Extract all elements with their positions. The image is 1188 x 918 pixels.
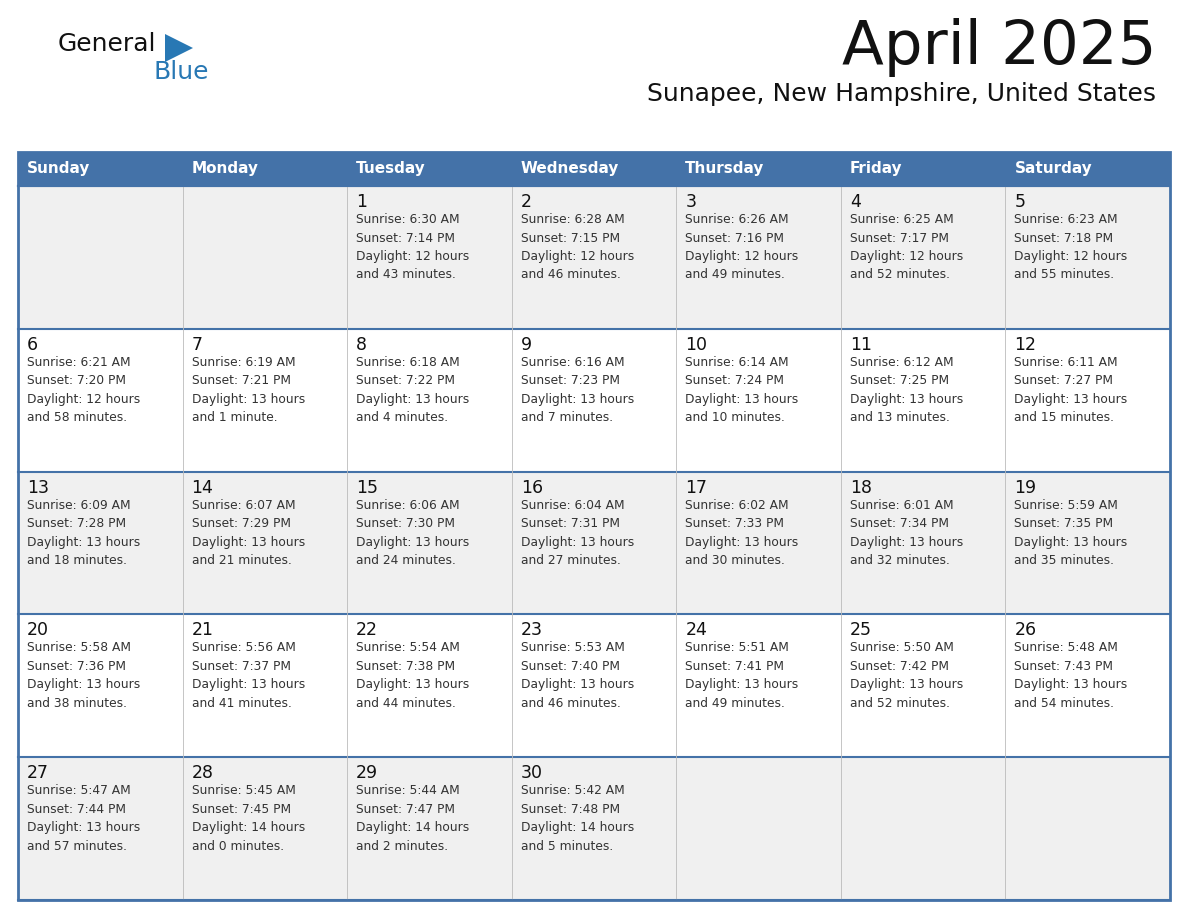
Bar	[18, 614, 1170, 757]
Bar	[18, 152, 183, 186]
Bar	[18, 186, 1170, 329]
Text: Sunrise: 5:54 AM
Sunset: 7:38 PM
Daylight: 13 hours
and 44 minutes.: Sunrise: 5:54 AM Sunset: 7:38 PM Dayligh…	[356, 642, 469, 710]
Text: 7: 7	[191, 336, 203, 353]
Text: Sunrise: 6:16 AM
Sunset: 7:23 PM
Daylight: 13 hours
and 7 minutes.: Sunrise: 6:16 AM Sunset: 7:23 PM Dayligh…	[520, 356, 634, 424]
Text: Sunapee, New Hampshire, United States: Sunapee, New Hampshire, United States	[647, 82, 1156, 106]
Text: Sunrise: 6:23 AM
Sunset: 7:18 PM
Daylight: 12 hours
and 55 minutes.: Sunrise: 6:23 AM Sunset: 7:18 PM Dayligh…	[1015, 213, 1127, 282]
Text: Sunrise: 6:26 AM
Sunset: 7:16 PM
Daylight: 12 hours
and 49 minutes.: Sunrise: 6:26 AM Sunset: 7:16 PM Dayligh…	[685, 213, 798, 282]
Text: Tuesday: Tuesday	[356, 162, 425, 176]
Text: 1: 1	[356, 193, 367, 211]
Text: 5: 5	[1015, 193, 1025, 211]
Text: 11: 11	[849, 336, 872, 353]
Bar	[18, 757, 1170, 900]
Text: Sunrise: 6:14 AM
Sunset: 7:24 PM
Daylight: 13 hours
and 10 minutes.: Sunrise: 6:14 AM Sunset: 7:24 PM Dayligh…	[685, 356, 798, 424]
Text: Saturday: Saturday	[1015, 162, 1092, 176]
Text: 22: 22	[356, 621, 378, 640]
Text: 28: 28	[191, 764, 214, 782]
Text: Sunrise: 6:01 AM
Sunset: 7:34 PM
Daylight: 13 hours
and 32 minutes.: Sunrise: 6:01 AM Sunset: 7:34 PM Dayligh…	[849, 498, 963, 567]
Text: Sunrise: 6:28 AM
Sunset: 7:15 PM
Daylight: 12 hours
and 46 minutes.: Sunrise: 6:28 AM Sunset: 7:15 PM Dayligh…	[520, 213, 634, 282]
Text: Sunrise: 6:19 AM
Sunset: 7:21 PM
Daylight: 13 hours
and 1 minute.: Sunrise: 6:19 AM Sunset: 7:21 PM Dayligh…	[191, 356, 305, 424]
Text: Blue: Blue	[153, 60, 209, 84]
Text: Sunrise: 5:51 AM
Sunset: 7:41 PM
Daylight: 13 hours
and 49 minutes.: Sunrise: 5:51 AM Sunset: 7:41 PM Dayligh…	[685, 642, 798, 710]
Bar	[183, 152, 347, 186]
Text: 19: 19	[1015, 478, 1037, 497]
Text: 12: 12	[1015, 336, 1036, 353]
Text: 17: 17	[685, 478, 707, 497]
Text: Sunrise: 6:30 AM
Sunset: 7:14 PM
Daylight: 12 hours
and 43 minutes.: Sunrise: 6:30 AM Sunset: 7:14 PM Dayligh…	[356, 213, 469, 282]
Text: 18: 18	[849, 478, 872, 497]
Polygon shape	[165, 34, 192, 62]
Text: April 2025: April 2025	[841, 18, 1156, 77]
Text: 24: 24	[685, 621, 707, 640]
Text: General: General	[58, 32, 157, 56]
Text: Sunrise: 6:25 AM
Sunset: 7:17 PM
Daylight: 12 hours
and 52 minutes.: Sunrise: 6:25 AM Sunset: 7:17 PM Dayligh…	[849, 213, 963, 282]
Text: Sunrise: 5:48 AM
Sunset: 7:43 PM
Daylight: 13 hours
and 54 minutes.: Sunrise: 5:48 AM Sunset: 7:43 PM Dayligh…	[1015, 642, 1127, 710]
Text: Friday: Friday	[849, 162, 903, 176]
Text: 21: 21	[191, 621, 214, 640]
Text: Sunrise: 5:45 AM
Sunset: 7:45 PM
Daylight: 14 hours
and 0 minutes.: Sunrise: 5:45 AM Sunset: 7:45 PM Dayligh…	[191, 784, 305, 853]
Text: Sunrise: 5:59 AM
Sunset: 7:35 PM
Daylight: 13 hours
and 35 minutes.: Sunrise: 5:59 AM Sunset: 7:35 PM Dayligh…	[1015, 498, 1127, 567]
Text: 8: 8	[356, 336, 367, 353]
Text: Sunrise: 6:04 AM
Sunset: 7:31 PM
Daylight: 13 hours
and 27 minutes.: Sunrise: 6:04 AM Sunset: 7:31 PM Dayligh…	[520, 498, 634, 567]
Bar	[1005, 152, 1170, 186]
Text: Sunrise: 6:06 AM
Sunset: 7:30 PM
Daylight: 13 hours
and 24 minutes.: Sunrise: 6:06 AM Sunset: 7:30 PM Dayligh…	[356, 498, 469, 567]
Text: 14: 14	[191, 478, 214, 497]
Text: Sunrise: 6:11 AM
Sunset: 7:27 PM
Daylight: 13 hours
and 15 minutes.: Sunrise: 6:11 AM Sunset: 7:27 PM Dayligh…	[1015, 356, 1127, 424]
Text: Sunrise: 5:44 AM
Sunset: 7:47 PM
Daylight: 14 hours
and 2 minutes.: Sunrise: 5:44 AM Sunset: 7:47 PM Dayligh…	[356, 784, 469, 853]
Text: 4: 4	[849, 193, 861, 211]
Text: 30: 30	[520, 764, 543, 782]
Text: Sunrise: 5:50 AM
Sunset: 7:42 PM
Daylight: 13 hours
and 52 minutes.: Sunrise: 5:50 AM Sunset: 7:42 PM Dayligh…	[849, 642, 963, 710]
Text: Sunrise: 6:07 AM
Sunset: 7:29 PM
Daylight: 13 hours
and 21 minutes.: Sunrise: 6:07 AM Sunset: 7:29 PM Dayligh…	[191, 498, 305, 567]
Text: Sunrise: 6:12 AM
Sunset: 7:25 PM
Daylight: 13 hours
and 13 minutes.: Sunrise: 6:12 AM Sunset: 7:25 PM Dayligh…	[849, 356, 963, 424]
Text: Sunrise: 6:09 AM
Sunset: 7:28 PM
Daylight: 13 hours
and 18 minutes.: Sunrise: 6:09 AM Sunset: 7:28 PM Dayligh…	[27, 498, 140, 567]
Text: 23: 23	[520, 621, 543, 640]
Text: 25: 25	[849, 621, 872, 640]
Bar	[18, 472, 1170, 614]
Text: 13: 13	[27, 478, 49, 497]
Text: 20: 20	[27, 621, 49, 640]
Text: 15: 15	[356, 478, 378, 497]
Bar	[18, 329, 1170, 472]
Text: 3: 3	[685, 193, 696, 211]
Text: 9: 9	[520, 336, 532, 353]
Text: Monday: Monday	[191, 162, 259, 176]
Text: Sunrise: 5:53 AM
Sunset: 7:40 PM
Daylight: 13 hours
and 46 minutes.: Sunrise: 5:53 AM Sunset: 7:40 PM Dayligh…	[520, 642, 634, 710]
Text: Sunrise: 6:18 AM
Sunset: 7:22 PM
Daylight: 13 hours
and 4 minutes.: Sunrise: 6:18 AM Sunset: 7:22 PM Dayligh…	[356, 356, 469, 424]
Bar	[841, 152, 1005, 186]
Text: Sunrise: 5:47 AM
Sunset: 7:44 PM
Daylight: 13 hours
and 57 minutes.: Sunrise: 5:47 AM Sunset: 7:44 PM Dayligh…	[27, 784, 140, 853]
Text: 29: 29	[356, 764, 378, 782]
Text: 27: 27	[27, 764, 49, 782]
Text: Sunrise: 5:58 AM
Sunset: 7:36 PM
Daylight: 13 hours
and 38 minutes.: Sunrise: 5:58 AM Sunset: 7:36 PM Dayligh…	[27, 642, 140, 710]
Bar	[676, 152, 841, 186]
Text: Sunrise: 6:21 AM
Sunset: 7:20 PM
Daylight: 12 hours
and 58 minutes.: Sunrise: 6:21 AM Sunset: 7:20 PM Dayligh…	[27, 356, 140, 424]
Text: Sunrise: 5:42 AM
Sunset: 7:48 PM
Daylight: 14 hours
and 5 minutes.: Sunrise: 5:42 AM Sunset: 7:48 PM Dayligh…	[520, 784, 634, 853]
Text: 10: 10	[685, 336, 707, 353]
Text: 16: 16	[520, 478, 543, 497]
Bar	[347, 152, 512, 186]
Bar	[512, 152, 676, 186]
Text: Sunrise: 5:56 AM
Sunset: 7:37 PM
Daylight: 13 hours
and 41 minutes.: Sunrise: 5:56 AM Sunset: 7:37 PM Dayligh…	[191, 642, 305, 710]
Text: Wednesday: Wednesday	[520, 162, 619, 176]
Text: Thursday: Thursday	[685, 162, 765, 176]
Text: 26: 26	[1015, 621, 1037, 640]
Text: Sunday: Sunday	[27, 162, 90, 176]
Bar	[18, 152, 1170, 900]
Text: 2: 2	[520, 193, 532, 211]
Text: 6: 6	[27, 336, 38, 353]
Text: Sunrise: 6:02 AM
Sunset: 7:33 PM
Daylight: 13 hours
and 30 minutes.: Sunrise: 6:02 AM Sunset: 7:33 PM Dayligh…	[685, 498, 798, 567]
